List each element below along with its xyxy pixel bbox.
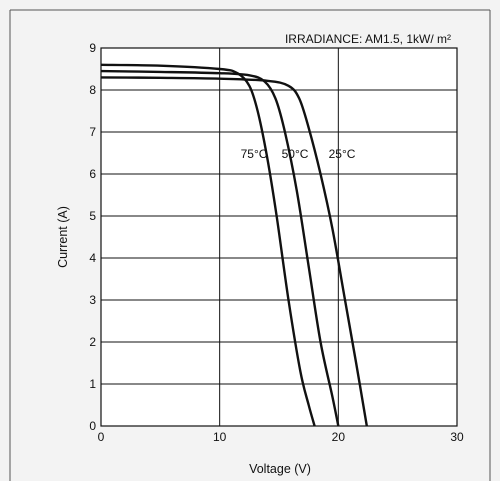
y-tick-label: 7 xyxy=(89,125,96,139)
grid xyxy=(101,48,457,426)
y-tick-label: 9 xyxy=(89,41,96,55)
irradiance-annotation: IRRADIANCE: AM1.5, 1kW/ m² xyxy=(285,32,451,46)
y-axis-title: Current (A) xyxy=(56,206,70,268)
x-tick-label: 20 xyxy=(332,430,346,444)
y-tick-label: 5 xyxy=(89,209,96,223)
x-tick-label: 10 xyxy=(213,430,227,444)
curve-25c xyxy=(100,76,368,427)
x-tick-label: 30 xyxy=(450,430,464,444)
y-tick-label: 4 xyxy=(89,251,96,265)
curve-75c xyxy=(100,63,316,427)
y-tick-label: 3 xyxy=(89,293,96,307)
y-tick-label: 6 xyxy=(89,167,96,181)
y-tick-label: 2 xyxy=(89,335,96,349)
y-tick-label: 8 xyxy=(89,83,96,97)
curve-50c xyxy=(100,69,340,427)
series-label-25c: 25°C xyxy=(329,147,356,161)
tick-labels: 0 1 2 3 4 5 6 7 8 9 0 10 20 30 xyxy=(89,41,464,444)
x-axis-title: Voltage (V) xyxy=(249,462,311,476)
series-label-50c: 50°C xyxy=(282,147,309,161)
series-label-75c: 75°C xyxy=(241,147,268,161)
series-curves xyxy=(100,63,368,427)
y-tick-label: 1 xyxy=(89,377,96,391)
y-tick-label: 0 xyxy=(89,419,96,433)
x-tick-label: 0 xyxy=(98,430,105,444)
